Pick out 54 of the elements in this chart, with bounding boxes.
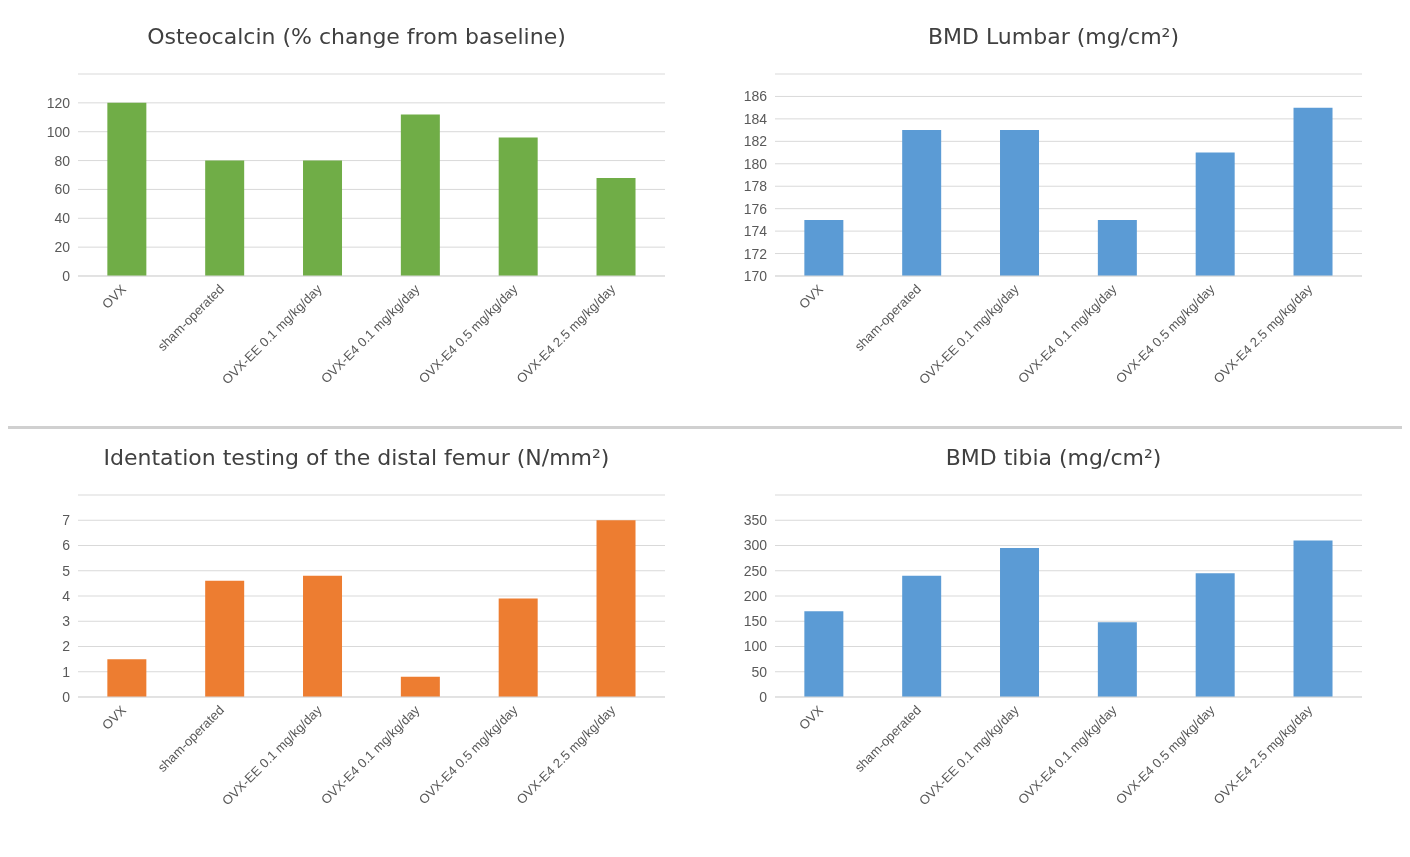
bar bbox=[303, 160, 343, 276]
y-tick-label: 0 bbox=[62, 688, 71, 705]
y-tick-label: 182 bbox=[743, 133, 768, 150]
y-tick-label: 300 bbox=[743, 537, 768, 554]
y-tick-label: 200 bbox=[743, 587, 768, 604]
bar bbox=[400, 676, 440, 697]
y-tick-label: 100 bbox=[46, 123, 71, 140]
bar bbox=[498, 137, 538, 276]
bar bbox=[303, 575, 343, 697]
y-tick-label: 80 bbox=[54, 152, 71, 169]
bar bbox=[902, 575, 942, 697]
bar bbox=[107, 102, 147, 276]
bar bbox=[596, 177, 636, 276]
y-tick-label: 4 bbox=[62, 587, 71, 604]
y-tick-label: 250 bbox=[743, 562, 768, 579]
bar bbox=[205, 580, 245, 697]
y-tick-label: 7 bbox=[62, 512, 71, 529]
bar bbox=[1097, 622, 1137, 697]
chart-title: BMD tibia (mg/cm²) bbox=[944, 444, 1163, 472]
bar bbox=[596, 520, 636, 697]
y-tick-label: 150 bbox=[743, 613, 768, 630]
y-tick-label: 174 bbox=[743, 223, 768, 240]
y-tick-label: 2 bbox=[62, 638, 71, 655]
y-tick-label: 186 bbox=[743, 88, 768, 105]
bar bbox=[1000, 548, 1040, 697]
bar bbox=[400, 114, 440, 276]
y-tick-label: 50 bbox=[751, 663, 768, 680]
bar bbox=[205, 160, 245, 276]
y-tick-label: 170 bbox=[743, 267, 768, 284]
bar bbox=[107, 659, 147, 697]
y-tick-label: 0 bbox=[62, 267, 71, 284]
y-tick-label: 3 bbox=[62, 613, 71, 630]
chart-title: Identation testing of the distal femur (N/mm²) bbox=[102, 444, 611, 472]
chart-title: BMD Lumbar (mg/cm²) bbox=[926, 23, 1181, 51]
y-tick-label: 350 bbox=[743, 512, 768, 529]
y-tick-label: 40 bbox=[54, 210, 71, 227]
y-tick-label: 60 bbox=[54, 181, 71, 198]
y-tick-label: 120 bbox=[46, 94, 71, 111]
y-tick-label: 20 bbox=[54, 239, 71, 256]
bar bbox=[1293, 540, 1333, 697]
y-tick-label: 6 bbox=[62, 537, 71, 554]
chart-title: Osteocalcin (% change from baseline) bbox=[146, 23, 567, 51]
y-tick-label: 180 bbox=[743, 155, 768, 172]
y-tick-label: 0 bbox=[759, 688, 768, 705]
y-tick-label: 176 bbox=[743, 200, 768, 217]
y-tick-label: 5 bbox=[62, 562, 71, 579]
bar bbox=[498, 598, 538, 697]
y-tick-label: 172 bbox=[743, 245, 768, 262]
y-tick-label: 184 bbox=[743, 110, 768, 127]
y-tick-label: 100 bbox=[743, 638, 768, 655]
y-tick-label: 1 bbox=[62, 663, 71, 680]
y-tick-label: 178 bbox=[743, 178, 768, 195]
bar bbox=[804, 611, 844, 697]
bar bbox=[1195, 573, 1235, 697]
